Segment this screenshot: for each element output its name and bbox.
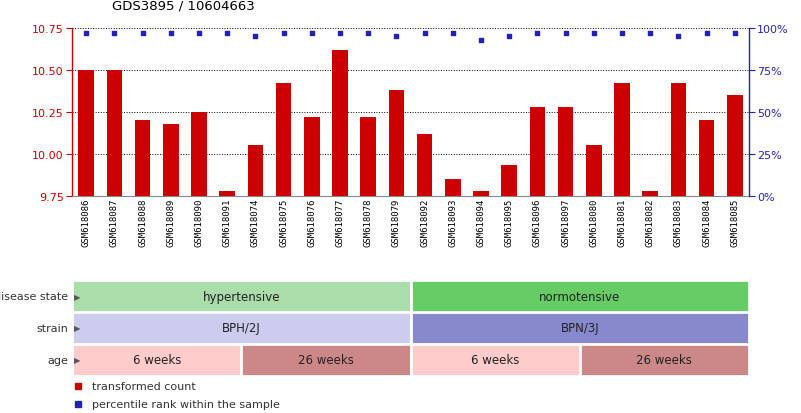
Bar: [580, 344, 749, 376]
Point: [80, 31, 93, 37]
Text: BPN/3J: BPN/3J: [561, 322, 599, 335]
Point: [728, 31, 741, 37]
Text: 26 weeks: 26 weeks: [298, 354, 354, 366]
Point: [136, 31, 149, 37]
Point: [192, 31, 205, 37]
Text: GSM618083: GSM618083: [674, 198, 683, 247]
Point: [390, 34, 403, 40]
Bar: [304, 118, 320, 196]
Text: 6 weeks: 6 weeks: [471, 354, 519, 366]
Text: hypertensive: hypertensive: [203, 290, 280, 303]
Bar: [276, 84, 292, 196]
Text: GSM618096: GSM618096: [533, 198, 542, 247]
Bar: [670, 84, 686, 196]
Text: ▶: ▶: [74, 356, 80, 364]
Bar: [727, 96, 743, 196]
Point: [277, 31, 290, 37]
Bar: [699, 121, 714, 196]
Text: GSM618095: GSM618095: [505, 198, 513, 247]
Text: transformed count: transformed count: [92, 381, 196, 391]
Text: GSM618081: GSM618081: [618, 198, 626, 247]
Point: [559, 31, 572, 37]
Text: GSM618087: GSM618087: [110, 198, 119, 247]
Text: GSM618084: GSM618084: [702, 198, 711, 247]
Bar: [241, 344, 410, 376]
Text: GSM618077: GSM618077: [336, 198, 344, 247]
Bar: [72, 344, 241, 376]
Bar: [191, 113, 207, 196]
Point: [531, 31, 544, 37]
Point: [672, 34, 685, 40]
Text: GSM618089: GSM618089: [167, 198, 175, 247]
Text: GDS3895 / 10604663: GDS3895 / 10604663: [112, 0, 255, 12]
Point: [644, 31, 657, 37]
Point: [249, 34, 262, 40]
Text: age: age: [47, 355, 68, 365]
Point: [616, 31, 629, 37]
Text: 6 weeks: 6 weeks: [132, 354, 181, 366]
Point: [333, 31, 346, 37]
Bar: [614, 84, 630, 196]
Text: GSM618086: GSM618086: [82, 198, 91, 247]
Bar: [445, 180, 461, 196]
Text: GSM618097: GSM618097: [562, 198, 570, 247]
Text: GSM618090: GSM618090: [195, 198, 203, 247]
Text: GSM618080: GSM618080: [590, 198, 598, 247]
Point: [587, 31, 600, 37]
Bar: [417, 134, 433, 196]
Point: [221, 31, 234, 37]
Point: [164, 31, 177, 37]
Text: GSM618088: GSM618088: [138, 198, 147, 247]
Text: GSM618094: GSM618094: [477, 198, 485, 247]
Point: [446, 31, 459, 37]
Text: BPH/2J: BPH/2J: [222, 322, 260, 335]
Bar: [557, 107, 574, 196]
Bar: [586, 146, 602, 196]
Text: GSM618076: GSM618076: [308, 198, 316, 247]
Text: GSM618078: GSM618078: [364, 198, 372, 247]
Text: GSM618091: GSM618091: [223, 198, 231, 247]
Text: GSM618079: GSM618079: [392, 198, 401, 247]
Point: [305, 31, 318, 37]
Bar: [248, 146, 264, 196]
Bar: [529, 107, 545, 196]
Bar: [135, 121, 151, 196]
Bar: [107, 71, 122, 196]
Text: GSM618085: GSM618085: [731, 198, 739, 247]
Bar: [360, 118, 376, 196]
Text: GSM618082: GSM618082: [646, 198, 654, 247]
Text: disease state: disease state: [0, 291, 68, 301]
Bar: [332, 51, 348, 196]
Text: percentile rank within the sample: percentile rank within the sample: [92, 399, 280, 409]
Bar: [72, 280, 410, 312]
Bar: [78, 71, 94, 196]
Text: 26 weeks: 26 weeks: [636, 354, 692, 366]
Text: ▶: ▶: [74, 292, 80, 301]
Bar: [410, 312, 749, 344]
Bar: [642, 191, 658, 196]
Point: [503, 34, 516, 40]
Point: [475, 37, 488, 44]
Bar: [410, 280, 749, 312]
Text: GSM618093: GSM618093: [449, 198, 457, 247]
Point: [700, 31, 713, 37]
Text: GSM618092: GSM618092: [420, 198, 429, 247]
Point: [362, 31, 375, 37]
Bar: [388, 91, 405, 196]
Text: GSM618075: GSM618075: [279, 198, 288, 247]
Bar: [163, 124, 179, 196]
Point: [108, 31, 121, 37]
Bar: [219, 191, 235, 196]
Bar: [501, 166, 517, 196]
Bar: [410, 344, 580, 376]
Point: [418, 31, 431, 37]
Text: strain: strain: [36, 323, 68, 333]
Bar: [473, 191, 489, 196]
Text: GSM618074: GSM618074: [251, 198, 260, 247]
Bar: [72, 312, 410, 344]
Text: normotensive: normotensive: [539, 290, 620, 303]
Text: ▶: ▶: [74, 324, 80, 332]
